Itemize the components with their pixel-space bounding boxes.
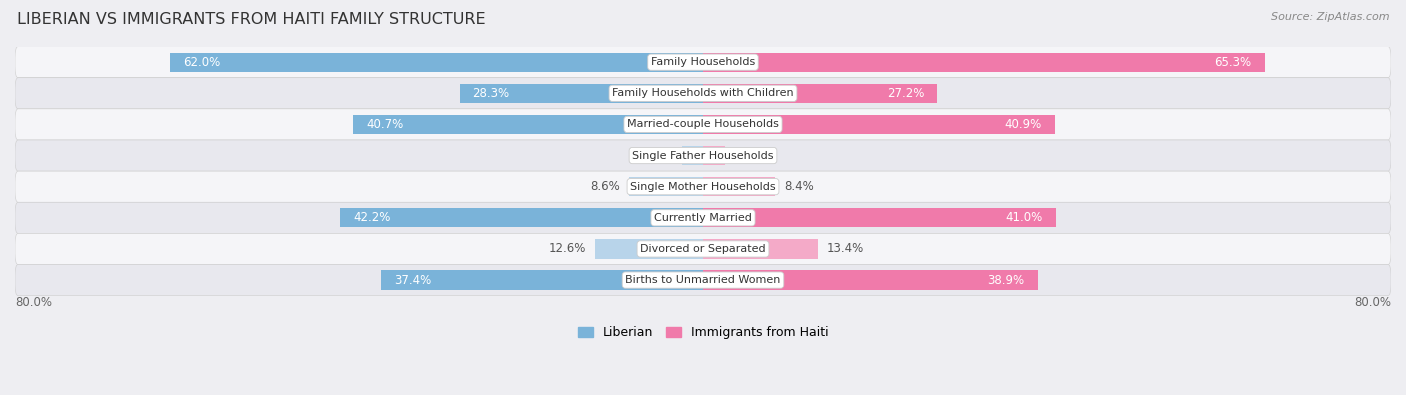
Text: Currently Married: Currently Married xyxy=(654,213,752,223)
Text: 65.3%: 65.3% xyxy=(1215,56,1251,69)
Text: 13.4%: 13.4% xyxy=(827,243,865,256)
Bar xyxy=(353,115,703,134)
Text: LIBERIAN VS IMMIGRANTS FROM HAITI FAMILY STRUCTURE: LIBERIAN VS IMMIGRANTS FROM HAITI FAMILY… xyxy=(17,12,485,27)
Text: Divorced or Separated: Divorced or Separated xyxy=(640,244,766,254)
Bar xyxy=(703,115,1054,134)
Text: Family Households with Children: Family Households with Children xyxy=(612,88,794,98)
Text: 80.0%: 80.0% xyxy=(15,295,52,308)
FancyBboxPatch shape xyxy=(15,202,1391,233)
FancyBboxPatch shape xyxy=(15,140,1391,171)
FancyBboxPatch shape xyxy=(15,171,1391,202)
Bar xyxy=(170,53,703,72)
Text: 80.0%: 80.0% xyxy=(1354,295,1391,308)
FancyBboxPatch shape xyxy=(15,78,1391,109)
Text: 2.6%: 2.6% xyxy=(734,149,763,162)
Text: 12.6%: 12.6% xyxy=(548,243,586,256)
Bar xyxy=(628,177,703,196)
Bar xyxy=(682,146,703,165)
Text: 41.0%: 41.0% xyxy=(1005,211,1043,224)
Text: 38.9%: 38.9% xyxy=(987,274,1025,286)
Text: 62.0%: 62.0% xyxy=(183,56,219,69)
Bar xyxy=(703,208,1056,228)
Text: Source: ZipAtlas.com: Source: ZipAtlas.com xyxy=(1271,12,1389,22)
Bar xyxy=(703,53,1264,72)
Bar xyxy=(703,84,936,103)
Text: 2.5%: 2.5% xyxy=(643,149,673,162)
Text: Births to Unmarried Women: Births to Unmarried Women xyxy=(626,275,780,285)
Text: Single Mother Households: Single Mother Households xyxy=(630,182,776,192)
Text: 28.3%: 28.3% xyxy=(472,87,509,100)
Text: Family Households: Family Households xyxy=(651,57,755,67)
FancyBboxPatch shape xyxy=(15,109,1391,140)
Bar xyxy=(381,271,703,290)
FancyBboxPatch shape xyxy=(15,265,1391,295)
Text: 27.2%: 27.2% xyxy=(887,87,924,100)
Text: 40.7%: 40.7% xyxy=(366,118,404,131)
Text: 8.4%: 8.4% xyxy=(783,180,814,193)
Text: 42.2%: 42.2% xyxy=(353,211,391,224)
FancyBboxPatch shape xyxy=(15,233,1391,265)
Bar xyxy=(595,239,703,259)
Bar xyxy=(460,84,703,103)
Text: Married-couple Households: Married-couple Households xyxy=(627,119,779,130)
Text: Single Father Households: Single Father Households xyxy=(633,150,773,160)
Bar xyxy=(703,239,818,259)
Legend: Liberian, Immigrants from Haiti: Liberian, Immigrants from Haiti xyxy=(572,321,834,344)
FancyBboxPatch shape xyxy=(15,47,1391,78)
Bar xyxy=(703,177,775,196)
Text: 37.4%: 37.4% xyxy=(394,274,432,286)
Bar xyxy=(703,271,1038,290)
Text: 8.6%: 8.6% xyxy=(591,180,620,193)
Bar xyxy=(703,146,725,165)
Bar xyxy=(340,208,703,228)
Text: 40.9%: 40.9% xyxy=(1005,118,1042,131)
